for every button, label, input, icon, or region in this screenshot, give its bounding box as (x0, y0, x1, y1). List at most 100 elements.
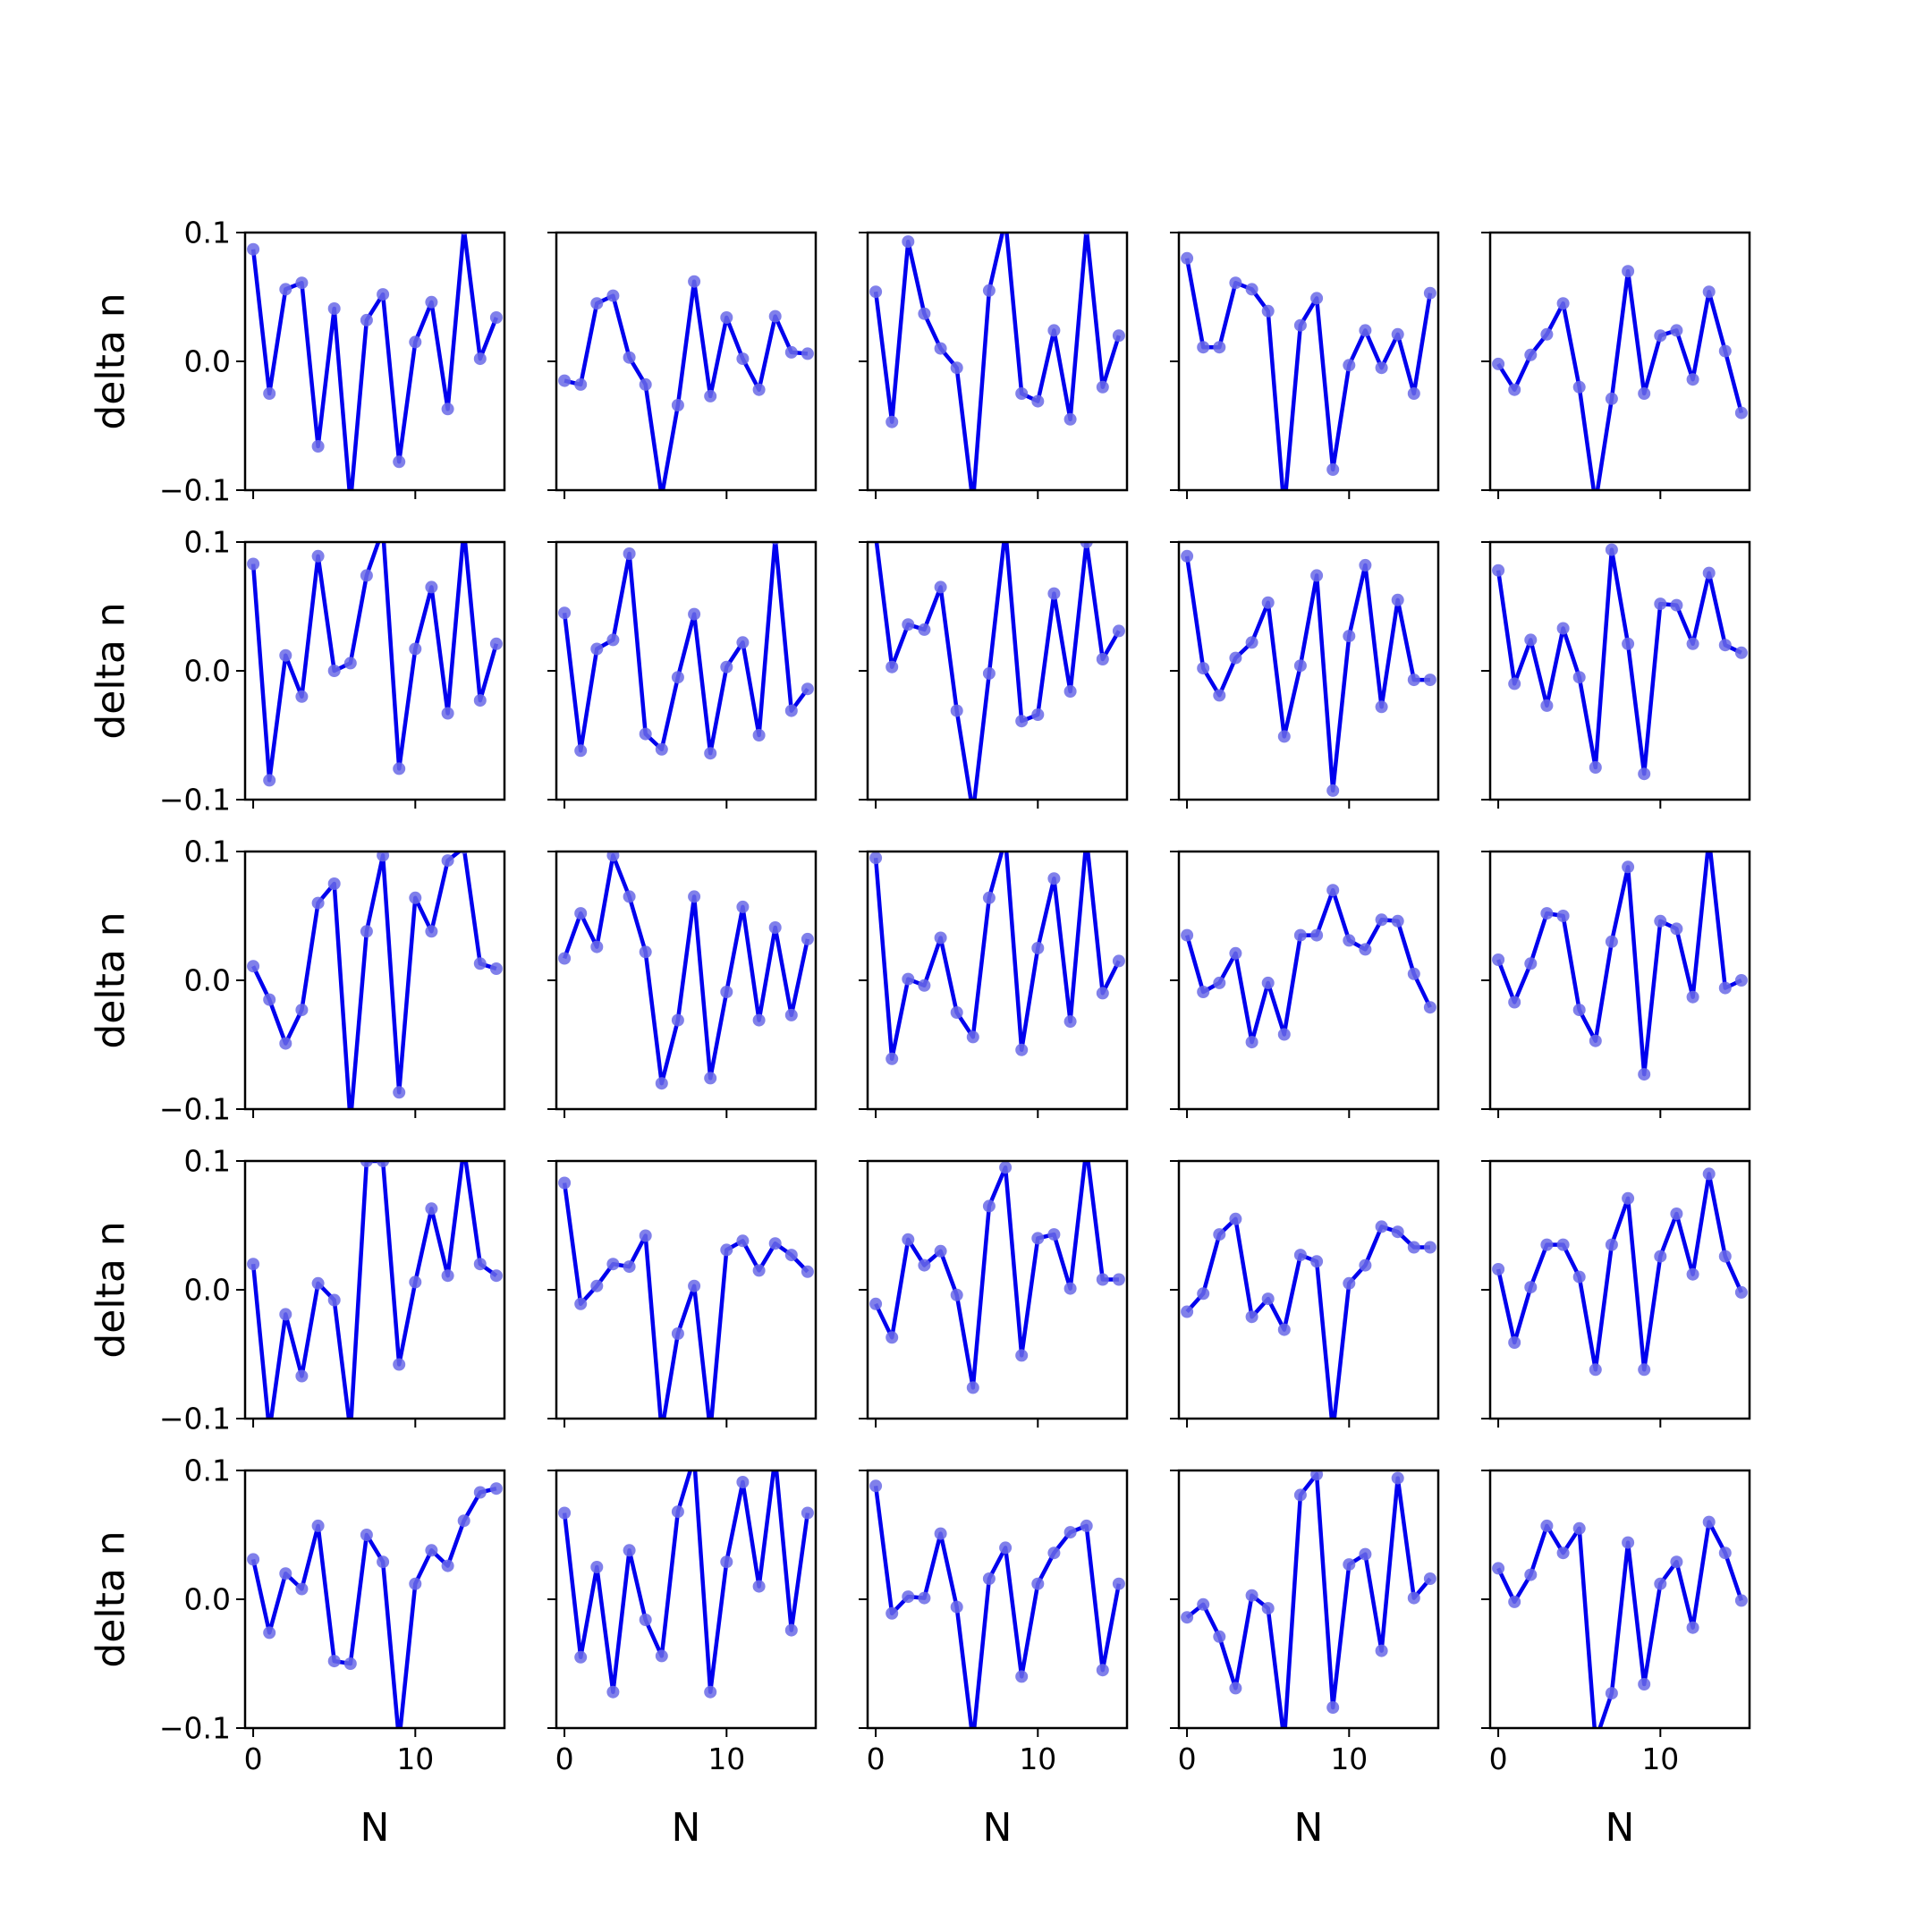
series-line (1496, 1520, 1744, 1728)
data-point (377, 1555, 390, 1569)
panel-data (247, 542, 503, 787)
y-tick-label: −0.1 (159, 473, 231, 508)
y-tick-label: 0.1 (184, 1453, 231, 1488)
data-point (704, 747, 717, 760)
panel-data (247, 1482, 503, 1728)
data-point (327, 1655, 341, 1668)
data-point (1524, 1568, 1538, 1581)
data-point (752, 383, 766, 396)
data-point (1391, 327, 1404, 341)
x-axis-label: N (983, 1805, 1013, 1851)
data-point (623, 890, 636, 903)
data-point (606, 289, 620, 302)
data-point (1718, 344, 1732, 358)
data-point (343, 1657, 357, 1670)
data-point (671, 1013, 684, 1027)
data-point (1096, 1664, 1109, 1677)
data-point (1197, 986, 1210, 998)
data-point (1605, 543, 1618, 556)
data-point (902, 1233, 915, 1246)
data-point (473, 1258, 487, 1271)
data-point (1734, 1594, 1748, 1607)
panel-data (1181, 884, 1436, 1049)
data-point (1063, 685, 1077, 698)
data-point (1686, 637, 1699, 650)
data-point (1031, 1577, 1045, 1590)
data-point (1375, 913, 1388, 927)
data-point (704, 1685, 717, 1699)
data-point (1213, 1228, 1226, 1241)
data-point (950, 361, 963, 375)
data-point (918, 979, 931, 992)
data-point (1245, 1589, 1258, 1602)
data-point (279, 1567, 292, 1580)
data-point (869, 285, 883, 299)
panel-r2-c4 (1170, 540, 1440, 809)
x-tick-label: 0 (1178, 1741, 1197, 1776)
data-point (327, 302, 341, 315)
data-point (688, 607, 701, 621)
data-point (1589, 1363, 1602, 1377)
data-point (311, 549, 325, 563)
data-point (639, 1614, 652, 1626)
data-point (606, 1258, 620, 1271)
x-tick-label: 0 (1489, 1741, 1508, 1776)
data-point (918, 623, 931, 636)
panel-r4-c3 (859, 1159, 1129, 1428)
data-point (279, 1308, 292, 1321)
data-point (982, 284, 996, 297)
data-point (1423, 1241, 1436, 1254)
data-point (1326, 784, 1340, 797)
data-point (704, 1072, 717, 1085)
data-point (902, 1590, 915, 1604)
data-point (671, 1505, 684, 1519)
data-point (1589, 1034, 1602, 1047)
data-point (441, 1269, 454, 1283)
data-point (1096, 380, 1109, 394)
data-point (1622, 637, 1635, 650)
y-tick-label: −0.1 (159, 1402, 231, 1436)
panel-r3-c3 (859, 850, 1129, 1118)
series-line (1185, 1472, 1432, 1728)
data-point (473, 352, 487, 366)
data-point (360, 569, 373, 582)
data-point (671, 399, 684, 411)
panel-data (558, 1470, 814, 1699)
data-point (1638, 387, 1651, 400)
data-point (1031, 394, 1045, 408)
data-point (1702, 285, 1716, 299)
data-point (768, 309, 782, 323)
y-tick-label: −0.1 (159, 1092, 231, 1127)
data-point (1326, 1701, 1340, 1714)
data-point (1508, 996, 1521, 1009)
data-point (558, 952, 572, 965)
data-point (1540, 1519, 1554, 1532)
data-point (409, 891, 422, 904)
data-point (784, 704, 798, 717)
data-point (409, 1275, 422, 1289)
x-axis-label: N (1294, 1805, 1324, 1851)
data-point (1622, 1536, 1635, 1549)
data-point (1112, 329, 1125, 343)
data-point (1359, 943, 1372, 956)
data-point (393, 1086, 406, 1099)
data-point (752, 729, 766, 741)
series-line (873, 852, 1121, 1062)
series-line (1184, 887, 1432, 1045)
panel-data (247, 852, 503, 1109)
data-point (1605, 935, 1618, 948)
data-point (295, 276, 309, 290)
data-point (720, 986, 733, 998)
data-point (1213, 1630, 1226, 1643)
data-point (360, 1161, 373, 1167)
data-point (574, 744, 588, 758)
data-point (393, 455, 406, 469)
data-point (247, 1258, 260, 1271)
data-point (1670, 1555, 1683, 1569)
data-point (639, 945, 652, 959)
data-point (1359, 324, 1372, 337)
data-point (1734, 406, 1748, 419)
data-point (590, 1561, 604, 1573)
y-tick-label: 0.0 (184, 1582, 231, 1617)
data-point (425, 580, 438, 594)
